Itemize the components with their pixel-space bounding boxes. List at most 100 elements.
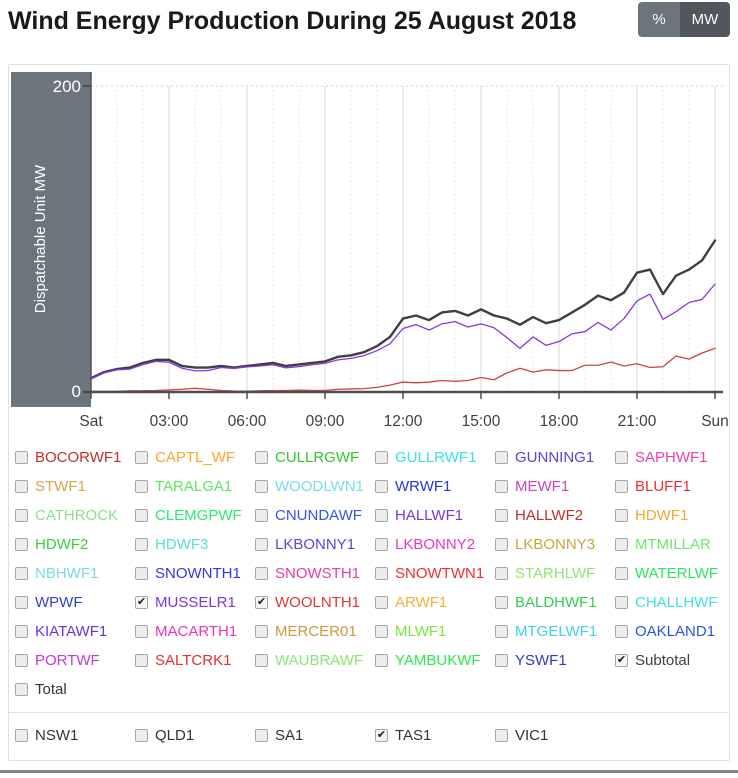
label-GULLRWF1[interactable]: GULLRWF1 — [395, 449, 477, 466]
checkbox-SNOWNTH1[interactable] — [135, 567, 148, 580]
checkbox-SAPHWF1[interactable] — [615, 451, 628, 464]
label-CHALLHWF[interactable]: CHALLHWF — [635, 594, 718, 611]
checkbox-GULLRWF1[interactable] — [375, 451, 388, 464]
mw-button[interactable]: MW — [680, 2, 730, 37]
label-ARWF1[interactable]: ARWF1 — [395, 594, 448, 611]
checkbox-TARALGA1[interactable] — [135, 480, 148, 493]
checkbox-WPWF[interactable] — [15, 596, 28, 609]
label-HALLWF2[interactable]: HALLWF2 — [515, 507, 584, 524]
label-BLUFF1[interactable]: BLUFF1 — [635, 478, 691, 495]
checkbox-HDWF1[interactable] — [615, 509, 628, 522]
checkbox-CNUNDAWF[interactable] — [255, 509, 268, 522]
label-CAPTL_WF[interactable]: CAPTL_WF — [155, 449, 236, 466]
label-CNUNDAWF[interactable]: CNUNDAWF — [275, 507, 362, 524]
label-SA1[interactable]: SA1 — [275, 727, 304, 744]
checkbox-TAS1[interactable]: ✔ — [375, 729, 388, 742]
label-WATERLWF[interactable]: WATERLWF — [635, 565, 719, 582]
label-SALTCRK1[interactable]: SALTCRK1 — [155, 652, 232, 669]
label-HDWF3[interactable]: HDWF3 — [155, 536, 209, 553]
checkbox-BALDHWF1[interactable] — [495, 596, 508, 609]
checkbox-HDWF3[interactable] — [135, 538, 148, 551]
label-SNOWNTH1[interactable]: SNOWNTH1 — [155, 565, 241, 582]
checkbox-MTGELWF1[interactable] — [495, 625, 508, 638]
checkbox-PORTWF[interactable] — [15, 654, 28, 667]
label-WPWF[interactable]: WPWF — [35, 594, 83, 611]
label-CLEMGPWF[interactable]: CLEMGPWF — [155, 507, 242, 524]
label-CULLRGWF[interactable]: CULLRGWF — [275, 449, 360, 466]
label-BOCORWF1[interactable]: BOCORWF1 — [35, 449, 122, 466]
label-MTGELWF1[interactable]: MTGELWF1 — [515, 623, 598, 640]
label-MEWF1[interactable]: MEWF1 — [515, 478, 570, 495]
label-BALDHWF1[interactable]: BALDHWF1 — [515, 594, 597, 611]
label-HALLWF1[interactable]: HALLWF1 — [395, 507, 464, 524]
checkbox-STWF1[interactable] — [15, 480, 28, 493]
checkbox-CLEMGPWF[interactable] — [135, 509, 148, 522]
label-TAS1[interactable]: TAS1 — [395, 727, 432, 744]
checkbox-WRWF1[interactable] — [375, 480, 388, 493]
label-NSW1[interactable]: NSW1 — [35, 727, 79, 744]
label-WAUBRAWF[interactable]: WAUBRAWF — [275, 652, 364, 669]
checkbox-NBHWF1[interactable] — [15, 567, 28, 580]
checkbox-YSWF1[interactable] — [495, 654, 508, 667]
checkbox-MUSSELR1[interactable]: ✔ — [135, 596, 148, 609]
checkbox-HALLWF2[interactable] — [495, 509, 508, 522]
label-QLD1[interactable]: QLD1 — [155, 727, 195, 744]
label-GUNNING1[interactable]: GUNNING1 — [515, 449, 595, 466]
label-STWF1[interactable]: STWF1 — [35, 478, 86, 495]
checkbox-MLWF1[interactable] — [375, 625, 388, 638]
checkbox-WOOLNTH1[interactable]: ✔ — [255, 596, 268, 609]
checkbox-MERCER01[interactable] — [255, 625, 268, 638]
label-SAPHWF1[interactable]: SAPHWF1 — [635, 449, 708, 466]
checkbox-Total[interactable] — [15, 683, 28, 696]
label-SNOWSTH1[interactable]: SNOWSTH1 — [275, 565, 361, 582]
checkbox-YAMBUKWF[interactable] — [375, 654, 388, 667]
checkbox-GUNNING1[interactable] — [495, 451, 508, 464]
checkbox-MTMILLAR[interactable] — [615, 538, 628, 551]
checkbox-LKBONNY3[interactable] — [495, 538, 508, 551]
checkbox-Subtotal[interactable]: ✔ — [615, 654, 628, 667]
checkbox-MACARTH1[interactable] — [135, 625, 148, 638]
label-NBHWF1[interactable]: NBHWF1 — [35, 565, 99, 582]
checkbox-HALLWF1[interactable] — [375, 509, 388, 522]
checkbox-NSW1[interactable] — [15, 729, 28, 742]
checkbox-WATERLWF[interactable] — [615, 567, 628, 580]
checkbox-SNOWTWN1[interactable] — [375, 567, 388, 580]
label-WOODLWN1[interactable]: WOODLWN1 — [275, 478, 364, 495]
label-Subtotal[interactable]: Subtotal — [635, 652, 691, 669]
checkbox-LKBONNY2[interactable] — [375, 538, 388, 551]
label-PORTWF[interactable]: PORTWF — [35, 652, 100, 669]
label-MACARTH1[interactable]: MACARTH1 — [155, 623, 238, 640]
label-MTMILLAR[interactable]: MTMILLAR — [635, 536, 711, 553]
label-SNOWTWN1[interactable]: SNOWTWN1 — [395, 565, 485, 582]
label-STARHLWF[interactable]: STARHLWF — [515, 565, 596, 582]
label-Total[interactable]: Total — [35, 681, 67, 698]
checkbox-SA1[interactable] — [255, 729, 268, 742]
label-MLWF1[interactable]: MLWF1 — [395, 623, 447, 640]
checkbox-VIC1[interactable] — [495, 729, 508, 742]
label-OAKLAND1[interactable]: OAKLAND1 — [635, 623, 716, 640]
checkbox-OAKLAND1[interactable] — [615, 625, 628, 638]
checkbox-CAPTL_WF[interactable] — [135, 451, 148, 464]
checkbox-SNOWSTH1[interactable] — [255, 567, 268, 580]
label-LKBONNY1[interactable]: LKBONNY1 — [275, 536, 356, 553]
checkbox-CULLRGWF[interactable] — [255, 451, 268, 464]
checkbox-SALTCRK1[interactable] — [135, 654, 148, 667]
label-HDWF1[interactable]: HDWF1 — [635, 507, 689, 524]
label-YSWF1[interactable]: YSWF1 — [515, 652, 567, 669]
label-WRWF1[interactable]: WRWF1 — [395, 478, 452, 495]
checkbox-BOCORWF1[interactable] — [15, 451, 28, 464]
label-HDWF2[interactable]: HDWF2 — [35, 536, 89, 553]
label-LKBONNY2[interactable]: LKBONNY2 — [395, 536, 476, 553]
checkbox-BLUFF1[interactable] — [615, 480, 628, 493]
checkbox-WOODLWN1[interactable] — [255, 480, 268, 493]
checkbox-CATHROCK[interactable] — [15, 509, 28, 522]
checkbox-CHALLHWF[interactable] — [615, 596, 628, 609]
checkbox-QLD1[interactable] — [135, 729, 148, 742]
checkbox-LKBONNY1[interactable] — [255, 538, 268, 551]
label-VIC1[interactable]: VIC1 — [515, 727, 549, 744]
label-MUSSELR1[interactable]: MUSSELR1 — [155, 594, 236, 611]
label-KIATAWF1[interactable]: KIATAWF1 — [35, 623, 108, 640]
checkbox-STARHLWF[interactable] — [495, 567, 508, 580]
checkbox-KIATAWF1[interactable] — [15, 625, 28, 638]
checkbox-ARWF1[interactable] — [375, 596, 388, 609]
